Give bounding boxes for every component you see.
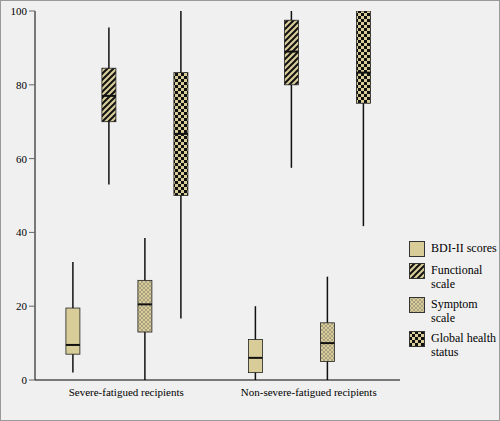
- svg-text:40: 40: [16, 226, 28, 238]
- svg-text:Non-severe-fatigued recipients: Non-severe-fatigued recipients: [241, 386, 377, 398]
- html-text:Symptom scale: Symptom scale: [431, 297, 478, 325]
- html-text:Global health status: Global health status: [431, 331, 496, 359]
- html-text:Functional scale: Functional scale: [431, 263, 483, 291]
- svg-text:0: 0: [22, 374, 28, 386]
- html-text:BDI-II scores: BDI-II scores: [431, 241, 497, 255]
- svg-text:Severe-fatigued recipients: Severe-fatigued recipients: [69, 386, 184, 398]
- svg-text:80: 80: [16, 79, 28, 91]
- svg-text:20: 20: [16, 300, 28, 312]
- svg-text:100: 100: [11, 5, 28, 17]
- svg-text:60: 60: [16, 153, 28, 165]
